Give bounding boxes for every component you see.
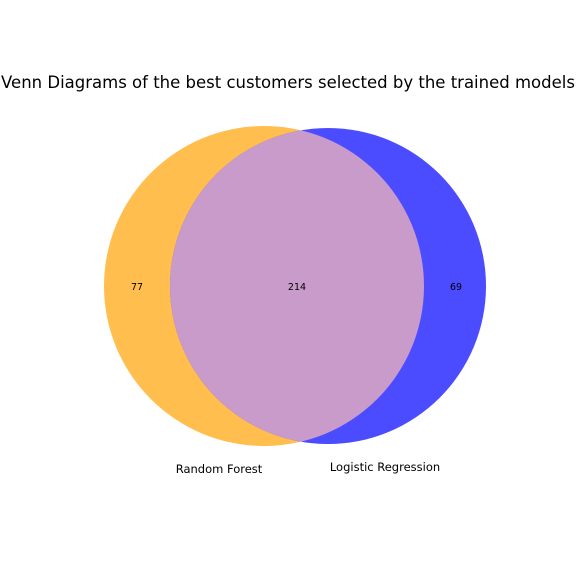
logistic-regression-label: Logistic Regression (330, 460, 440, 474)
diagram-title: Venn Diagrams of the best customers sele… (1, 73, 575, 92)
random-forest-label: Random Forest (176, 462, 263, 476)
intersection-count: 214 (288, 282, 306, 293)
random-forest-only-count: 77 (131, 282, 143, 293)
logistic-regression-only-count: 69 (450, 282, 462, 293)
